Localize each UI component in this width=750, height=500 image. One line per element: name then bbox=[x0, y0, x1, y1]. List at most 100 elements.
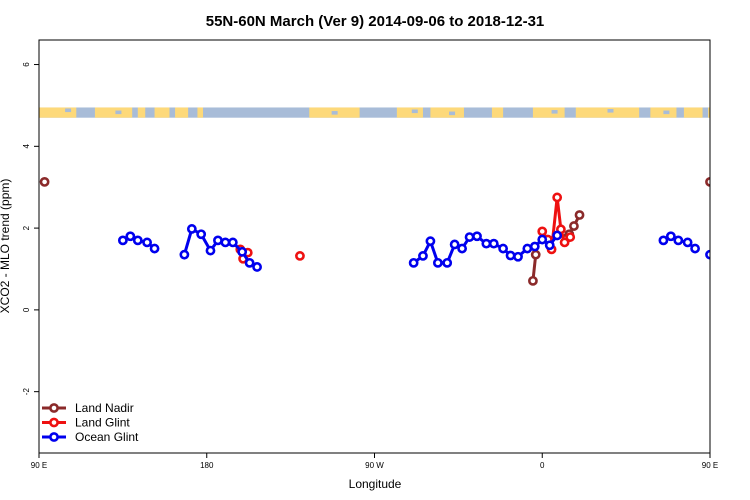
legend-swatch-marker bbox=[49, 403, 59, 413]
data-point bbox=[472, 231, 482, 242]
data-point bbox=[252, 262, 262, 272]
data-point bbox=[117, 235, 128, 246]
series-ocean-glint bbox=[117, 224, 710, 272]
legend-swatch-marker bbox=[49, 432, 59, 442]
data-point bbox=[574, 210, 585, 220]
data-point bbox=[569, 221, 579, 231]
data-point bbox=[658, 235, 669, 246]
data-point bbox=[537, 234, 548, 245]
data-point bbox=[449, 239, 460, 250]
y-tick-label: 4 bbox=[22, 144, 31, 149]
data-point bbox=[39, 176, 50, 187]
map-land bbox=[708, 107, 710, 118]
data-point bbox=[408, 257, 419, 268]
legend-swatch-marker bbox=[49, 417, 59, 428]
data-point bbox=[457, 243, 468, 254]
legend-item: Land Nadir bbox=[42, 401, 134, 415]
data-point bbox=[244, 257, 255, 268]
series-land-nadir bbox=[39, 176, 710, 286]
map-coast bbox=[189, 109, 196, 113]
map-coast bbox=[65, 108, 72, 113]
y-axis: -2 0 2 4 6 bbox=[22, 62, 39, 395]
data-point bbox=[522, 243, 533, 254]
data-point bbox=[673, 235, 684, 246]
data-point bbox=[220, 237, 231, 248]
legend-label: Land Nadir bbox=[75, 401, 134, 415]
map-land bbox=[650, 107, 677, 118]
data-point bbox=[513, 251, 523, 262]
data-point bbox=[295, 251, 305, 261]
x-axis-label: Longitude bbox=[349, 477, 402, 491]
map-coast bbox=[331, 111, 338, 115]
plot-frame bbox=[38, 39, 711, 454]
map-land bbox=[197, 107, 204, 118]
x-tick-label: 180 bbox=[200, 461, 214, 470]
map-ocean bbox=[39, 107, 710, 118]
data-point bbox=[132, 235, 143, 246]
data-point bbox=[537, 226, 548, 237]
map-coast bbox=[663, 110, 670, 115]
x-tick-label: 90 E bbox=[31, 461, 47, 470]
y-tick-label: 2 bbox=[22, 225, 31, 230]
data-point bbox=[552, 192, 563, 203]
world-map-strip bbox=[39, 107, 710, 118]
data-point bbox=[565, 232, 576, 242]
chart-title: 55N-60N March (Ver 9) 2014-09-06 to 2018… bbox=[206, 13, 545, 30]
map-coast bbox=[607, 109, 614, 113]
map-land bbox=[137, 107, 146, 118]
data-point bbox=[442, 257, 453, 268]
data-point bbox=[125, 231, 136, 242]
data-point bbox=[186, 224, 197, 234]
data-point bbox=[481, 238, 492, 249]
legend-label: Ocean Glint bbox=[75, 430, 139, 444]
data-point bbox=[488, 238, 499, 249]
data-point bbox=[237, 246, 248, 257]
data-point bbox=[498, 243, 509, 254]
map-coast bbox=[411, 109, 418, 114]
data-point bbox=[149, 243, 160, 254]
map-land bbox=[532, 107, 565, 118]
y-tick-label: 0 bbox=[22, 307, 31, 312]
data-point bbox=[665, 231, 676, 242]
data-point bbox=[529, 241, 540, 252]
data-point bbox=[530, 249, 541, 260]
data-point bbox=[205, 245, 216, 256]
data-point bbox=[705, 249, 710, 260]
y-tick-label: -2 bbox=[22, 388, 31, 396]
data-point bbox=[418, 251, 428, 261]
legend-item: Ocean Glint bbox=[42, 430, 139, 444]
data-point bbox=[432, 257, 443, 268]
x-tick-label: 90 W bbox=[365, 461, 384, 470]
data-point bbox=[425, 236, 436, 247]
data-point bbox=[544, 240, 555, 251]
x-tick-label: 90 E bbox=[702, 461, 718, 470]
map-land bbox=[175, 107, 189, 118]
data-point bbox=[705, 176, 710, 187]
data-point bbox=[528, 275, 538, 286]
data-point bbox=[690, 243, 700, 254]
y-axis-label: XCO2 - MLO trend (ppm) bbox=[0, 179, 12, 314]
map-land bbox=[39, 107, 77, 118]
data-point bbox=[682, 237, 693, 248]
data-point bbox=[179, 249, 190, 260]
map-land bbox=[154, 107, 170, 118]
data-point bbox=[196, 229, 207, 240]
y-tick-label: 6 bbox=[22, 62, 31, 67]
map-land bbox=[491, 107, 504, 118]
data-point bbox=[552, 230, 563, 241]
data-point bbox=[227, 237, 238, 248]
legend-item: Land Glint bbox=[42, 416, 130, 430]
map-land bbox=[683, 107, 703, 118]
data-point bbox=[142, 237, 153, 248]
map-land bbox=[430, 107, 464, 118]
map-coast bbox=[449, 111, 456, 116]
map-land bbox=[396, 107, 423, 118]
data-point bbox=[464, 232, 475, 242]
x-axis: 90 E 180 90 W 0 90 E bbox=[31, 453, 718, 470]
legend-label: Land Glint bbox=[75, 416, 130, 430]
series-layer bbox=[39, 176, 710, 286]
map-coast bbox=[115, 110, 122, 115]
x-tick-label: 0 bbox=[540, 461, 545, 470]
map-land bbox=[94, 107, 133, 118]
